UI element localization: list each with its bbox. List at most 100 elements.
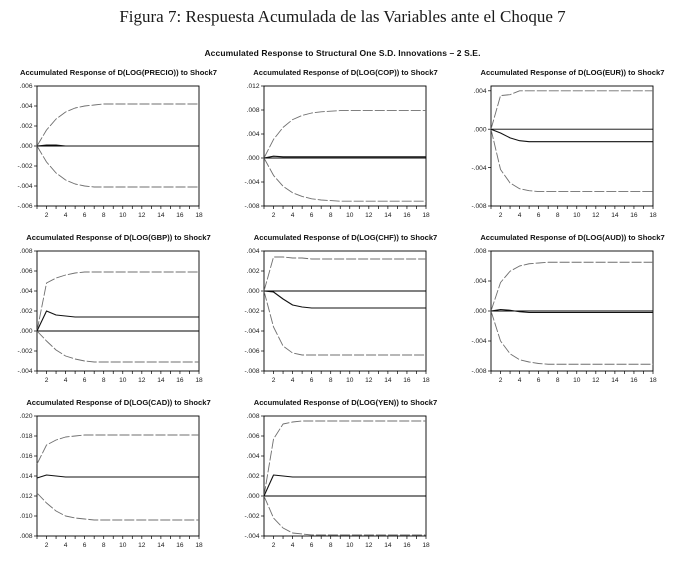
- x-tick-label: 14: [611, 212, 619, 219]
- y-tick-label: -.004: [17, 183, 32, 190]
- response-line: [263, 474, 426, 497]
- y-tick-label: -.004: [17, 368, 32, 375]
- x-tick-label: 18: [195, 377, 203, 384]
- chart-canvas: .008 .004 .000 -.004 -.008 2 4 6 8 10 12 14 16 18: [471, 248, 657, 384]
- y-tick-label: .000: [247, 288, 260, 295]
- x-tick-label: 14: [611, 377, 619, 384]
- chart-title: Accumulated Response of D(LOG(COP)) to S…: [253, 68, 438, 77]
- x-tick-label: 6: [83, 377, 87, 384]
- y-tick-label: .010: [20, 513, 33, 520]
- x-tick-label: 14: [384, 212, 392, 219]
- x-tick-label: 16: [403, 212, 411, 219]
- upper-band-line: [490, 261, 653, 312]
- y-tick-label: -.008: [244, 368, 259, 375]
- x-tick-label: 2: [45, 542, 49, 549]
- y-tick-label: .004: [20, 288, 33, 295]
- irf-chart-5: Accumulated Response of D(LOG(CHF)) to S…: [232, 232, 459, 395]
- y-tick-label: .004: [247, 131, 260, 138]
- chart-title: Accumulated Response of D(LOG(EUR)) to S…: [480, 68, 665, 77]
- x-tick-label: 10: [119, 212, 127, 219]
- x-tick-label: 8: [556, 377, 560, 384]
- x-tick-label: 18: [195, 542, 203, 549]
- y-tick-label: .002: [20, 308, 33, 315]
- y-tick-label: .012: [20, 493, 33, 500]
- figure-caption: Figura 7: Respuesta Acumulada de las Var…: [119, 7, 566, 26]
- irf-chart-1: Accumulated Response of D(LOG(PRECIO)) t…: [5, 67, 232, 230]
- upper-band-line: [263, 420, 426, 497]
- y-tick-label: .012: [247, 83, 260, 90]
- x-tick-label: 12: [138, 377, 146, 384]
- x-tick-label: 16: [403, 377, 411, 384]
- x-tick-label: 10: [119, 542, 127, 549]
- y-tick-label: -.006: [244, 348, 259, 355]
- upper-band-line: [263, 256, 426, 292]
- irf-chart-7: Accumulated Response of D(LOG(CAD)) to S…: [5, 397, 232, 560]
- x-tick-label: 16: [403, 542, 411, 549]
- x-tick-label: 4: [291, 377, 295, 384]
- x-tick-label: 2: [272, 377, 276, 384]
- y-tick-label: -.004: [244, 533, 259, 540]
- x-tick-label: 4: [64, 377, 68, 384]
- y-tick-label: -.008: [471, 203, 486, 210]
- y-tick-label: .004: [474, 278, 487, 285]
- response-line: [263, 290, 426, 309]
- x-tick-label: 12: [365, 542, 373, 549]
- lower-band-line: [263, 495, 426, 536]
- y-tick-label: -.004: [471, 338, 486, 345]
- y-tick-label: .004: [20, 103, 33, 110]
- x-tick-label: 6: [83, 542, 87, 549]
- y-tick-label: .004: [247, 248, 260, 255]
- y-tick-label: .000: [20, 143, 33, 150]
- irf-chart-8: Accumulated Response of D(LOG(YEN)) to S…: [232, 397, 459, 560]
- y-tick-label: .008: [247, 413, 260, 420]
- y-tick-label: -.004: [471, 165, 486, 172]
- response-line: [490, 308, 653, 314]
- x-tick-label: 8: [329, 542, 333, 549]
- response-line: [263, 155, 426, 159]
- y-tick-label: .000: [474, 126, 487, 133]
- irf-chart-4: Accumulated Response of D(LOG(GBP)) to S…: [5, 232, 232, 395]
- x-tick-label: 16: [630, 212, 638, 219]
- x-tick-label: 12: [138, 542, 146, 549]
- lower-band-line: [36, 492, 199, 521]
- chart-canvas: .006 .004 .002 .000 -.002 -.004 -.006 2 4 6 8 10 12 1…: [17, 83, 203, 219]
- y-tick-label: .008: [247, 107, 260, 114]
- upper-band-line: [36, 103, 199, 147]
- y-tick-label: -.002: [17, 163, 32, 170]
- chart-canvas: .008 .006 .004 .002 .000 -.002 -.004 2 4 6 8 10 12 14…: [244, 413, 430, 549]
- x-tick-label: 6: [537, 377, 541, 384]
- x-tick-label: 16: [176, 377, 184, 384]
- y-tick-label: .004: [474, 88, 487, 95]
- y-tick-label: .004: [247, 453, 260, 460]
- plot-border: [263, 250, 427, 372]
- y-tick-label: .008: [20, 533, 33, 540]
- chart-title: Accumulated Response of D(LOG(PRECIO)) t…: [19, 68, 218, 77]
- chart-grid: Accumulated Response of D(LOG(PRECIO)) t…: [0, 67, 685, 560]
- upper-band-line: [263, 110, 426, 159]
- plot-border: [490, 85, 654, 207]
- response-line: [36, 310, 199, 332]
- lower-band-line: [36, 330, 199, 363]
- x-tick-label: 10: [573, 212, 581, 219]
- chart-title: Accumulated Response of D(LOG(CHF)) to S…: [253, 233, 438, 242]
- x-tick-label: 18: [649, 377, 657, 384]
- y-tick-label: -.008: [471, 368, 486, 375]
- x-tick-label: 4: [291, 212, 295, 219]
- irf-chart-2: Accumulated Response of D(LOG(COP)) to S…: [232, 67, 459, 230]
- y-tick-label: .008: [20, 248, 33, 255]
- x-tick-label: 4: [291, 542, 295, 549]
- x-tick-label: 6: [310, 542, 314, 549]
- x-tick-label: 8: [102, 377, 106, 384]
- x-tick-label: 16: [176, 212, 184, 219]
- chart-canvas: .008 .006 .004 .002 .000 -.002 -.004 2 4 6 8 10 12 14…: [17, 248, 203, 384]
- y-tick-label: -.006: [17, 203, 32, 210]
- chart-title: Accumulated Response of D(LOG(CAD)) to S…: [26, 398, 211, 407]
- lower-band-line: [263, 157, 426, 202]
- lower-band-line: [490, 129, 653, 193]
- y-tick-label: .014: [20, 473, 33, 480]
- x-tick-label: 8: [102, 542, 106, 549]
- chart-title: Accumulated Response of D(LOG(AUD)) to S…: [480, 233, 665, 242]
- x-tick-label: 18: [649, 212, 657, 219]
- chart-title: Accumulated Response of D(LOG(YEN)) to S…: [253, 398, 438, 407]
- lower-band-line: [36, 145, 199, 188]
